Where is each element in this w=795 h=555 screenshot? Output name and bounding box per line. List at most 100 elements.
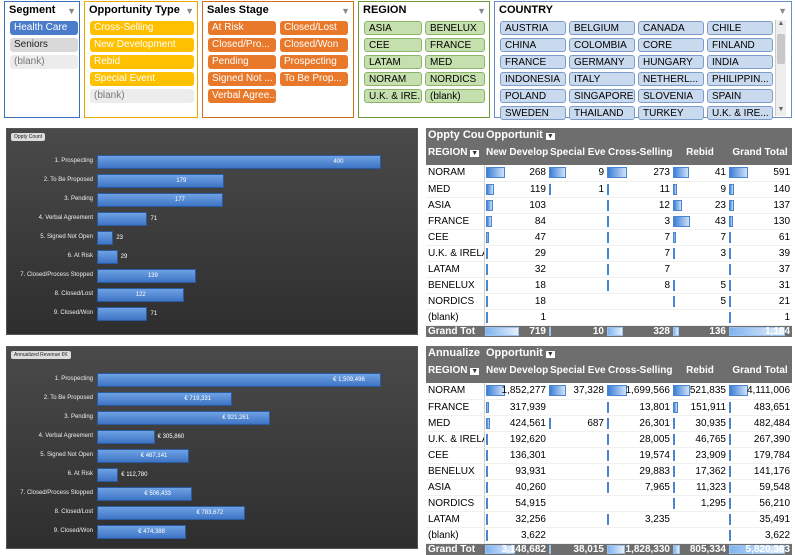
clear-filter-icon[interactable]: ▼ <box>477 6 486 16</box>
value-cell[interactable]: 61 <box>728 229 793 246</box>
value-cell[interactable] <box>548 309 606 326</box>
country-item[interactable]: FINLAND <box>707 38 773 52</box>
country-item[interactable]: TURKEY <box>638 106 704 120</box>
country-item[interactable]: CANADA <box>638 21 704 35</box>
bar[interactable] <box>97 174 225 188</box>
sales-stage-item[interactable]: Signed Not ... <box>208 72 276 86</box>
segment-item[interactable]: (blank) <box>10 55 78 69</box>
clear-filter-icon[interactable]: ▼ <box>341 6 350 16</box>
value-cell[interactable]: 13,801 <box>606 399 672 416</box>
value-cell[interactable] <box>548 399 606 416</box>
value-cell[interactable] <box>548 447 606 464</box>
clear-filter-icon[interactable]: ▼ <box>185 6 194 16</box>
country-item[interactable]: BELGIUM <box>569 21 635 35</box>
value-cell[interactable]: 192,620 <box>484 431 548 448</box>
value-cell[interactable]: 23,909 <box>672 447 728 464</box>
value-cell[interactable]: 687 <box>548 415 606 432</box>
value-cell[interactable]: 39 <box>728 245 793 262</box>
country-item[interactable]: U.K. & IRE... <box>707 106 773 120</box>
value-cell[interactable] <box>548 511 606 528</box>
bar[interactable] <box>97 212 148 226</box>
value-cell[interactable]: 23 <box>672 197 728 214</box>
value-cell[interactable]: 37,328 <box>548 383 606 400</box>
value-cell[interactable] <box>548 431 606 448</box>
country-item[interactable]: INDIA <box>707 55 773 69</box>
value-cell[interactable]: 424,561 <box>484 415 548 432</box>
grand-total-cell[interactable]: 1,184 <box>728 325 793 337</box>
value-cell[interactable] <box>606 495 672 512</box>
value-cell[interactable]: 3 <box>672 245 728 262</box>
bar[interactable] <box>97 487 193 501</box>
value-cell[interactable]: 591 <box>728 165 793 182</box>
region-item[interactable]: MED <box>425 55 485 69</box>
country-item[interactable]: CORE <box>638 38 704 52</box>
country-item[interactable]: HUNGARY <box>638 55 704 69</box>
value-cell[interactable] <box>606 293 672 310</box>
value-cell[interactable]: 56,210 <box>728 495 793 512</box>
country-item[interactable]: GERMANY <box>569 55 635 69</box>
grand-total-cell[interactable]: 3,148,682 <box>484 543 548 555</box>
value-cell[interactable]: 130 <box>728 213 793 230</box>
value-cell[interactable] <box>548 293 606 310</box>
value-cell[interactable]: 7 <box>606 229 672 246</box>
value-cell[interactable]: 32 <box>484 261 548 278</box>
grand-total-cell[interactable]: 1,828,330 <box>606 543 672 555</box>
value-cell[interactable]: 7,965 <box>606 479 672 496</box>
region-item[interactable]: (blank) <box>425 89 485 103</box>
value-cell[interactable]: 5 <box>672 293 728 310</box>
value-cell[interactable]: 93,931 <box>484 463 548 480</box>
value-cell[interactable]: 11 <box>606 181 672 198</box>
region-item[interactable]: NORDICS <box>425 72 485 86</box>
value-cell[interactable]: 1 <box>484 309 548 326</box>
value-cell[interactable]: 483,651 <box>728 399 793 416</box>
value-cell[interactable]: 3,622 <box>728 527 793 544</box>
value-cell[interactable]: 37 <box>728 261 793 278</box>
value-cell[interactable]: 3 <box>606 213 672 230</box>
scroll-down-icon[interactable]: ▼ <box>777 106 785 113</box>
value-cell[interactable]: 1,852,277 <box>484 383 548 400</box>
value-cell[interactable]: 317,939 <box>484 399 548 416</box>
region-item[interactable]: FRANCE <box>425 38 485 52</box>
bar[interactable] <box>97 525 187 539</box>
bar[interactable] <box>97 231 114 245</box>
value-cell[interactable] <box>672 261 728 278</box>
bar[interactable] <box>97 411 271 425</box>
bar[interactable] <box>97 392 233 406</box>
bar[interactable] <box>97 506 245 520</box>
bar[interactable] <box>97 307 148 321</box>
value-cell[interactable] <box>548 213 606 230</box>
value-cell[interactable]: 17,362 <box>672 463 728 480</box>
country-item[interactable]: CHINA <box>500 38 566 52</box>
value-cell[interactable]: 35,491 <box>728 511 793 528</box>
country-item[interactable]: SINGAPORE <box>569 89 635 103</box>
region-item[interactable]: U.K. & IRE... <box>364 89 422 103</box>
value-cell[interactable]: 1 <box>728 309 793 326</box>
value-cell[interactable]: 26,301 <box>606 415 672 432</box>
sales-stage-item[interactable]: Closed/Pro... <box>208 38 276 52</box>
country-item[interactable]: CHILE <box>707 21 773 35</box>
sales-stage-item[interactable]: Prospecting <box>280 55 348 69</box>
value-cell[interactable]: 1 <box>548 181 606 198</box>
value-cell[interactable] <box>548 261 606 278</box>
value-cell[interactable]: 7 <box>606 245 672 262</box>
filter-dropdown-icon[interactable]: ▼ <box>545 350 555 358</box>
bar[interactable] <box>97 430 155 444</box>
opportunity-type-item[interactable]: Cross-Selling <box>90 21 194 35</box>
filter-dropdown-icon[interactable]: ▼ <box>545 132 555 140</box>
value-cell[interactable]: 119 <box>484 181 548 198</box>
value-cell[interactable]: 47 <box>484 229 548 246</box>
value-cell[interactable]: 40,260 <box>484 479 548 496</box>
country-item[interactable]: POLAND <box>500 89 566 103</box>
value-cell[interactable]: 9 <box>548 165 606 182</box>
value-cell[interactable]: 141,176 <box>728 463 793 480</box>
opportunity-type-item[interactable]: Special Event <box>90 72 194 86</box>
value-cell[interactable]: 31 <box>728 277 793 294</box>
grand-total-cell[interactable]: 805,334 <box>672 543 728 555</box>
value-cell[interactable] <box>606 527 672 544</box>
value-cell[interactable] <box>606 309 672 326</box>
country-item[interactable]: AUSTRIA <box>500 21 566 35</box>
value-cell[interactable]: 273 <box>606 165 672 182</box>
clear-filter-icon[interactable]: ▼ <box>778 6 787 16</box>
value-cell[interactable]: 3,235 <box>606 511 672 528</box>
bar[interactable] <box>97 269 196 283</box>
